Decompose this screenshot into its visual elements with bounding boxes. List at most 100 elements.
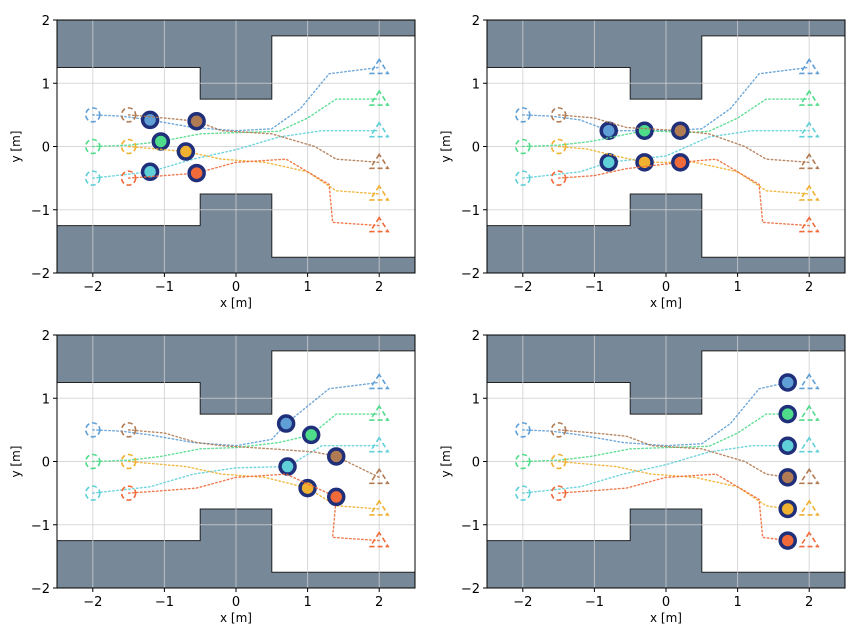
trajectory-path bbox=[92, 381, 380, 447]
goal-marker bbox=[368, 467, 390, 485]
x-tick-label: 1 bbox=[733, 280, 741, 295]
goal-marker bbox=[798, 404, 820, 421]
robot-marker bbox=[599, 121, 618, 140]
start-marker bbox=[120, 453, 137, 470]
trajectory-path bbox=[92, 129, 380, 179]
goal-marker bbox=[368, 372, 390, 390]
y-tick-label: −1 bbox=[461, 519, 480, 534]
y-tick-label: 0 bbox=[472, 456, 480, 471]
panel-bottom-right: −2 −1 0 1 2 2 1 0 −1 −2 x [m] y [m] bbox=[439, 329, 846, 625]
x-tick-label: −1 bbox=[585, 595, 604, 610]
trajectory-path bbox=[522, 66, 810, 132]
x-axis-label: x [m] bbox=[220, 296, 252, 310]
start-marker bbox=[515, 138, 531, 155]
start-marker bbox=[120, 170, 137, 186]
robot-marker bbox=[778, 436, 797, 455]
y-axis-label: y [m] bbox=[9, 446, 23, 478]
start-marker bbox=[550, 422, 567, 438]
y-tick-label: 2 bbox=[42, 14, 50, 29]
y-tick-label: 0 bbox=[472, 141, 480, 156]
start-marker bbox=[85, 453, 101, 470]
x-tick-label: −2 bbox=[513, 280, 532, 295]
start-marker bbox=[515, 422, 531, 438]
trajectory-path bbox=[557, 429, 789, 479]
x-tick-label: −1 bbox=[585, 280, 604, 295]
goal-marker bbox=[368, 89, 390, 106]
start-marker bbox=[550, 138, 567, 155]
robot-marker bbox=[187, 111, 206, 131]
trajectory-path bbox=[557, 473, 789, 542]
x-tick-label: 1 bbox=[303, 280, 311, 295]
robot-marker bbox=[326, 447, 346, 466]
goal-marker bbox=[368, 57, 390, 75]
x-tick-label: 2 bbox=[805, 280, 813, 295]
y-tick-label: 1 bbox=[472, 392, 480, 407]
start-marker bbox=[550, 170, 567, 186]
robot-marker bbox=[635, 121, 654, 140]
goal-marker bbox=[798, 89, 820, 106]
x-tick-label: 2 bbox=[375, 595, 383, 610]
robot-marker bbox=[671, 121, 690, 140]
y-tick-label: 2 bbox=[472, 329, 480, 344]
trajectory-path bbox=[92, 66, 380, 132]
robot-marker bbox=[140, 162, 160, 182]
robot-marker bbox=[778, 499, 797, 519]
trajectory-path bbox=[92, 444, 380, 494]
x-tick-label: 2 bbox=[805, 595, 813, 610]
goal-marker bbox=[368, 152, 390, 170]
x-tick-label: 2 bbox=[375, 280, 383, 295]
robot-marker bbox=[635, 153, 654, 172]
goal-marker bbox=[368, 436, 390, 453]
trajectory-path bbox=[557, 158, 810, 227]
start-marker bbox=[550, 453, 567, 470]
y-tick-label: 2 bbox=[472, 14, 480, 29]
y-tick-label: −1 bbox=[31, 204, 50, 219]
y-tick-label: 1 bbox=[42, 392, 50, 407]
y-tick-label: −1 bbox=[31, 519, 50, 534]
x-tick-label: 0 bbox=[232, 595, 240, 610]
y-tick-label: −1 bbox=[461, 204, 480, 219]
y-tick-label: −2 bbox=[31, 267, 50, 282]
y-tick-label: −2 bbox=[31, 582, 50, 597]
trajectory-path bbox=[127, 114, 380, 164]
trajectory-path bbox=[557, 145, 810, 195]
trajectory-path bbox=[127, 429, 380, 479]
goal-marker bbox=[368, 404, 390, 421]
start-marker bbox=[550, 107, 567, 123]
trajectory-path bbox=[557, 114, 810, 164]
trajectory-path bbox=[557, 460, 789, 510]
start-marker bbox=[120, 485, 137, 501]
x-tick-label: 1 bbox=[733, 595, 741, 610]
x-axis-label: x [m] bbox=[220, 611, 252, 625]
start-marker bbox=[85, 485, 101, 501]
robot-marker bbox=[671, 153, 690, 172]
x-tick-label: −2 bbox=[513, 595, 532, 610]
start-marker bbox=[120, 107, 137, 123]
x-axis-label: x [m] bbox=[650, 296, 682, 310]
panel-bottom-left: −2 −1 0 1 2 2 1 0 −1 −2 x [m] y [m] bbox=[9, 329, 416, 625]
robot-marker bbox=[778, 531, 797, 550]
robot-marker bbox=[778, 373, 797, 392]
y-tick-label: −2 bbox=[461, 582, 480, 597]
start-marker bbox=[120, 422, 137, 438]
goal-marker bbox=[798, 372, 820, 390]
trajectory-path bbox=[127, 158, 380, 227]
goal-marker bbox=[368, 121, 390, 138]
goal-marker bbox=[798, 499, 820, 516]
robot-marker bbox=[599, 153, 618, 172]
goal-marker bbox=[368, 216, 390, 233]
robot-marker bbox=[151, 132, 171, 151]
robot-marker bbox=[326, 487, 346, 507]
y-tick-label: 1 bbox=[42, 77, 50, 92]
y-tick-label: 1 bbox=[472, 77, 480, 92]
start-marker bbox=[85, 138, 101, 155]
x-tick-label: −2 bbox=[83, 280, 102, 295]
goal-marker bbox=[798, 121, 820, 138]
panel-top-right: −2 −1 0 1 2 2 1 0 −1 −2 x [m] y [m] bbox=[439, 14, 846, 310]
goal-marker bbox=[798, 467, 820, 485]
goal-marker bbox=[798, 216, 820, 233]
y-tick-label: 0 bbox=[42, 456, 50, 471]
trajectory-path bbox=[522, 413, 789, 463]
start-marker bbox=[85, 422, 101, 438]
trajectory-path bbox=[127, 473, 380, 542]
